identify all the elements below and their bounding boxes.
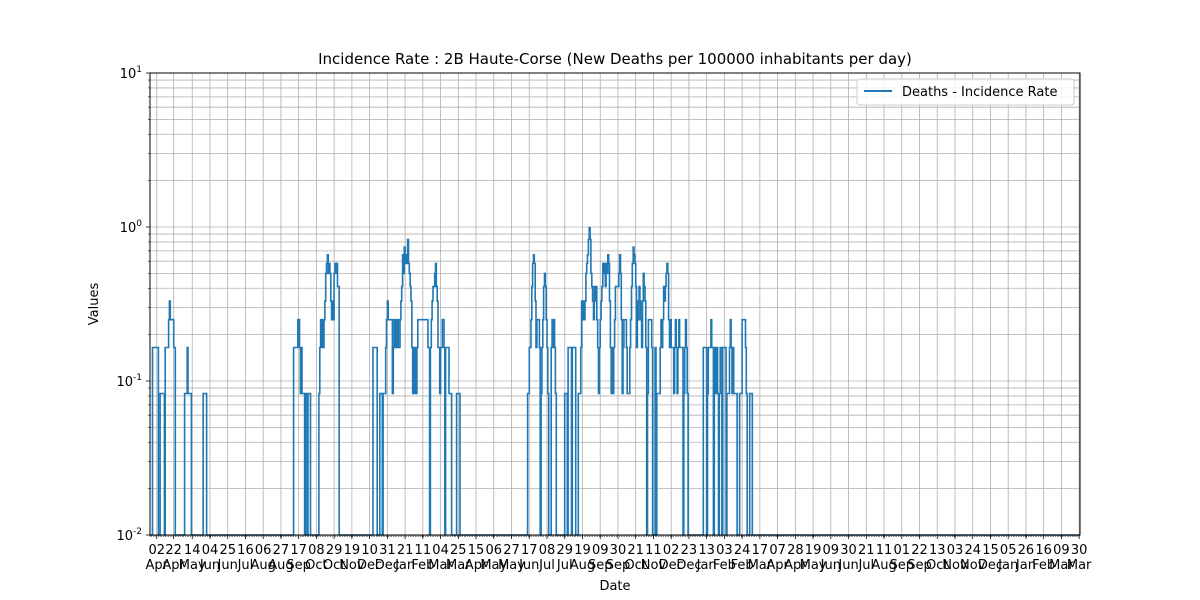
x-tick-label: 19 Aug xyxy=(570,543,595,573)
x-tick-label: 10 Dec xyxy=(357,543,382,573)
x-tick-label: 13 Oct xyxy=(926,543,948,573)
x-tick-label: 24 Nov xyxy=(960,543,986,573)
x-tick-label: 19 Nov xyxy=(339,543,365,573)
x-tick-label: 09 Sep xyxy=(588,543,613,573)
x-tick-label: 30 Mar xyxy=(1067,543,1092,573)
legend: Deaths - Incidence Rate xyxy=(856,78,1075,106)
x-tick-label: 06 Aug xyxy=(250,543,275,573)
x-tick-label: 23 Dec xyxy=(676,543,701,573)
x-tick-label: 09 Jun xyxy=(820,543,841,573)
x-tick-label: 13 Jan xyxy=(696,543,717,573)
x-tick-label: 27 Aug xyxy=(268,543,293,573)
x-tick-label: 21 Jul xyxy=(857,543,874,573)
x-tick-label: 15 Apr xyxy=(465,543,488,573)
x-tick-label: 11 Aug xyxy=(871,543,896,573)
x-tick-label: 27 May xyxy=(498,543,525,573)
x-tick-label: 06 May xyxy=(480,543,507,573)
x-tick-label: 02 Dec xyxy=(659,543,684,573)
x-axis-label: Date xyxy=(599,579,630,594)
x-tick-label: 28 Apr xyxy=(784,543,807,573)
x-tick-label: 26 Jan xyxy=(1015,543,1036,573)
x-tick-label: 16 Jul xyxy=(237,543,254,573)
x-tick-label: 31 Dec xyxy=(375,543,400,573)
x-tick-label: 08 Jul xyxy=(538,543,555,573)
x-tick-label: 04 Jun xyxy=(199,543,220,573)
x-tick-label: 01 Sep xyxy=(890,543,915,573)
x-tick-label: 21 Jan xyxy=(394,543,415,573)
x-tick-label: 02 Apr xyxy=(146,543,169,573)
x-tick-label: 05 Jan xyxy=(997,543,1018,573)
x-tick-label: 22 Sep xyxy=(907,543,932,573)
x-tick-label: 14 May xyxy=(179,543,206,573)
x-tick-label: 11 Feb xyxy=(411,543,434,573)
x-tick-label: 08 Oct xyxy=(305,543,327,573)
x-tick-label: 04 Mar xyxy=(428,543,453,573)
x-tick-label: 07 Apr xyxy=(766,543,789,573)
x-tick-label: 03 Nov xyxy=(942,543,968,573)
x-tick-label: 17 Jun xyxy=(518,543,539,573)
x-tick-label: 19 May xyxy=(800,543,827,573)
x-tick-label: 17 Mar xyxy=(748,543,773,573)
x-tick-label: 03 Feb xyxy=(713,543,736,573)
x-tick-label: 29 Jul xyxy=(556,543,573,573)
x-tick-label: 30 Jun xyxy=(837,543,858,573)
x-tick-label: 21 Oct xyxy=(624,543,646,573)
x-tick-label: 25 Mar xyxy=(446,543,471,573)
x-tick-label: 24 Feb xyxy=(731,543,754,573)
chart-title: Incidence Rate : 2B Haute-Corse (New Dea… xyxy=(318,50,912,68)
x-tick-label: 09 Mar xyxy=(1049,543,1074,573)
y-axis-label: Values xyxy=(87,283,102,326)
x-tick-label: 15 Dec xyxy=(978,543,1003,573)
x-tick-label: 29 Oct xyxy=(323,543,345,573)
legend-box xyxy=(856,78,1075,106)
x-tick-label: 30 Sep xyxy=(606,543,631,573)
x-tick-label: 11 Nov xyxy=(641,543,667,573)
x-tick-label: 22 Apr xyxy=(162,543,185,573)
x-tick-label: 16 Feb xyxy=(1032,543,1055,573)
legend-label: Deaths - Incidence Rate xyxy=(902,85,1057,100)
plot-frame xyxy=(149,72,1081,536)
x-tick-label: 17 Sep xyxy=(286,543,311,573)
x-tick-label: 25 Jun xyxy=(217,543,238,573)
